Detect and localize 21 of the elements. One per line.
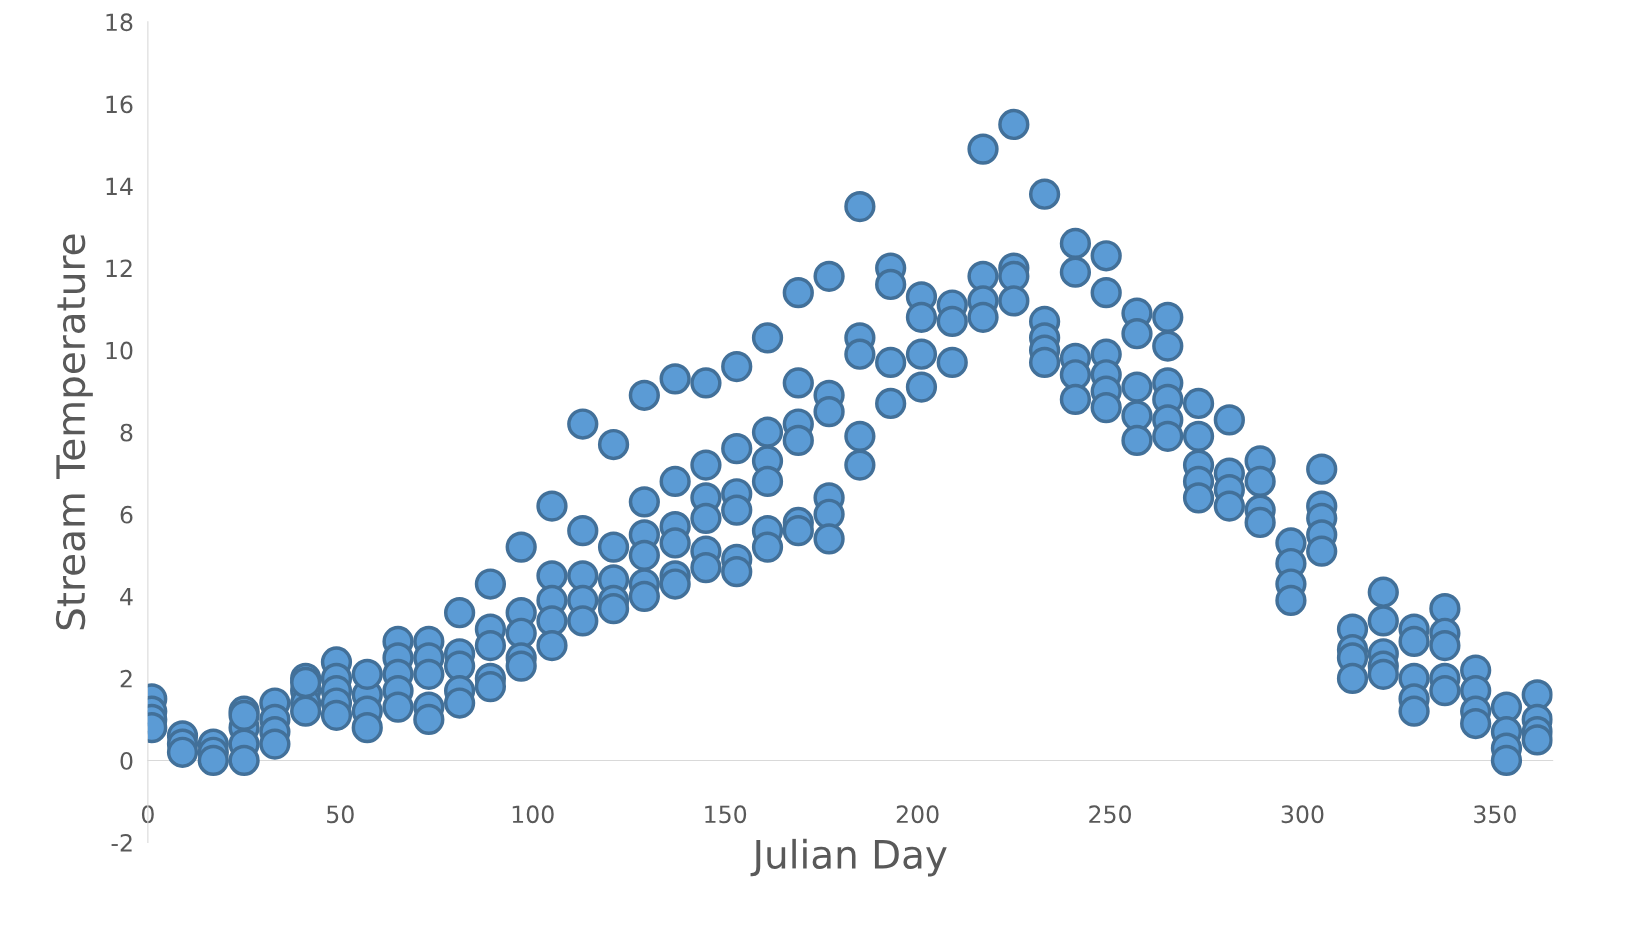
x-tick-label: 200	[896, 805, 939, 824]
x-tick-label: 150	[705, 805, 747, 824]
y-tick-label: 18	[106, 13, 133, 32]
x-tick-label: 50	[327, 805, 354, 824]
y-tick-label: 10	[106, 341, 133, 360]
y-tick-label: 4	[120, 588, 133, 606]
y-tick-label: 6	[120, 505, 133, 524]
y-tick-label: 12	[106, 259, 132, 278]
y-tick-label: -2	[111, 833, 132, 852]
x-axis-title: Julian Day	[750, 838, 947, 877]
y-tick-label: 0	[120, 751, 133, 770]
y-axis-title: Stream Temperature	[55, 234, 93, 630]
y-tick-label: 16	[106, 95, 133, 114]
y-tick-label: 14	[106, 177, 133, 195]
x-tick-label: 350	[1474, 805, 1516, 824]
x-tick-label: 100	[512, 805, 554, 824]
y-tick-label: 8	[120, 423, 133, 442]
x-tick-label: 0	[141, 805, 154, 824]
x-tick-label: 250	[1089, 805, 1131, 824]
x-tick-label: 300	[1281, 805, 1324, 824]
y-tick-label: 2	[120, 669, 132, 688]
